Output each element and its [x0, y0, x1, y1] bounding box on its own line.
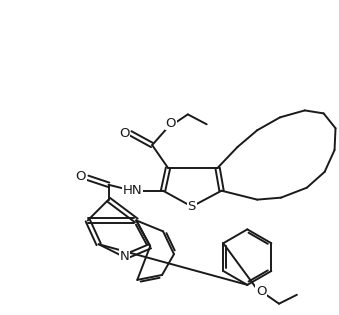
- Text: S: S: [187, 200, 196, 213]
- Text: O: O: [76, 170, 86, 183]
- Text: HN: HN: [122, 184, 142, 197]
- Text: O: O: [256, 285, 266, 298]
- Text: O: O: [166, 117, 176, 130]
- Text: O: O: [119, 127, 129, 140]
- Text: N: N: [120, 249, 129, 263]
